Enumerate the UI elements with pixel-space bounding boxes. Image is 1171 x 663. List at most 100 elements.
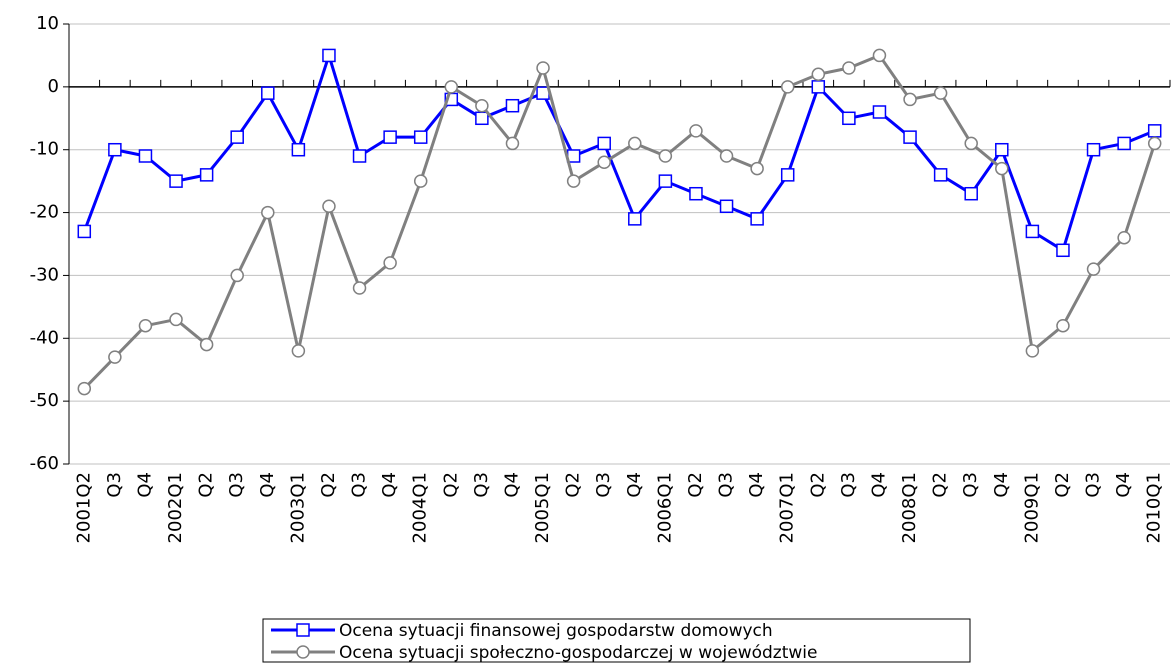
y-tick-label: -60 [30, 453, 59, 474]
x-tick-label: 2005Q1 [532, 472, 553, 543]
data-point [872, 48, 887, 63]
series-line [82, 50, 1156, 253]
x-tick-label: 2002Q1 [165, 472, 186, 543]
data-point [413, 174, 428, 188]
data-point [1147, 124, 1162, 138]
x-tick-label: Q4 [624, 472, 645, 498]
x-tick-label: Q4 [991, 472, 1012, 498]
data-point [383, 256, 397, 270]
x-tick-label: Q3 [1083, 472, 1104, 498]
x-tick-label: Q4 [746, 472, 767, 498]
data-point [1025, 224, 1040, 239]
legend-marker [296, 645, 310, 659]
x-tick-label: Q2 [930, 472, 951, 498]
x-tick-label: Q3 [960, 472, 981, 498]
data-point [658, 149, 673, 163]
data-point [352, 281, 367, 295]
data-point [77, 381, 92, 396]
data-point [628, 212, 642, 226]
x-tick-label: Q4 [134, 472, 155, 498]
data-point [291, 344, 306, 358]
data-point [475, 111, 489, 126]
data-point [322, 48, 336, 63]
data-point [1086, 142, 1101, 157]
x-tick-label: Q3 [471, 472, 492, 498]
y-tick-label: -40 [30, 327, 59, 348]
data-point [597, 136, 611, 151]
data-point [536, 61, 550, 75]
data-point [1117, 136, 1131, 151]
data-point [719, 199, 734, 214]
data-point [1147, 136, 1162, 151]
data-point [964, 186, 978, 201]
x-tick-label: Q2 [807, 472, 828, 498]
x-tick-label: Q2 [563, 472, 584, 498]
x-tick-label: Q2 [440, 472, 461, 498]
data-point [108, 350, 122, 364]
x-tick-label: 2008Q1 [899, 472, 920, 543]
legend-box [262, 618, 971, 663]
data-point [750, 212, 764, 226]
data-point [505, 98, 520, 113]
data-point [658, 174, 673, 188]
data-point [413, 130, 428, 144]
data-point [597, 155, 611, 170]
x-tick-label: Q4 [379, 472, 400, 498]
data-point [444, 80, 459, 94]
data-point [689, 186, 703, 201]
data-point [811, 80, 826, 94]
data-point [138, 318, 153, 333]
x-tick-label: 2007Q1 [777, 472, 798, 543]
x-tick-label: Q2 [685, 472, 706, 498]
data-point [199, 337, 214, 352]
x-tick-label: 2004Q1 [410, 472, 431, 543]
data-point [689, 124, 703, 138]
data-point [1056, 318, 1070, 333]
data-point [230, 130, 244, 144]
x-tick-label: Q4 [1113, 472, 1134, 498]
x-tick-label: 2001Q2 [73, 472, 94, 543]
data-point [475, 98, 489, 113]
y-tick-label: -10 [30, 139, 59, 160]
data-point [1056, 243, 1070, 258]
data-point [842, 61, 856, 75]
x-tick-label: Q3 [104, 472, 125, 498]
y-tick-label: 10 [36, 13, 59, 34]
x-tick-label: Q2 [318, 472, 339, 498]
data-point [169, 312, 183, 327]
x-tick-label: 2003Q1 [287, 472, 308, 543]
data-point [1117, 230, 1131, 245]
data-point [719, 149, 734, 163]
data-point [199, 168, 214, 182]
data-point [291, 142, 306, 157]
x-tick-label: 2006Q1 [654, 472, 675, 543]
x-tick-label: Q4 [501, 472, 522, 498]
data-point [322, 199, 336, 214]
data-point [1025, 344, 1040, 358]
x-tick-label: Q3 [838, 472, 859, 498]
data-point [933, 86, 948, 100]
data-point [77, 224, 92, 239]
data-point [352, 149, 367, 163]
y-tick-label: -30 [30, 264, 59, 285]
x-tick-label: Q4 [257, 472, 278, 498]
data-point [261, 205, 275, 220]
legend-label: Ocena sytuacji społeczno-gospodarczej w … [339, 643, 817, 663]
data-point [505, 136, 520, 151]
data-point [628, 136, 642, 151]
data-point [780, 168, 795, 182]
data-point [750, 161, 764, 176]
x-tick-label: Q2 [196, 472, 217, 498]
x-tick-label: Q4 [868, 472, 889, 498]
data-point [1086, 262, 1101, 276]
y-tick-label: 0 [48, 76, 59, 97]
data-point [995, 161, 1009, 176]
data-point [811, 67, 826, 82]
y-tick-label: -50 [30, 390, 59, 411]
data-point [108, 142, 122, 157]
legend-label: Ocena sytuacji finansowej gospodarstw do… [339, 621, 773, 641]
data-point [780, 80, 795, 94]
data-point [138, 149, 153, 163]
data-point [842, 111, 856, 126]
